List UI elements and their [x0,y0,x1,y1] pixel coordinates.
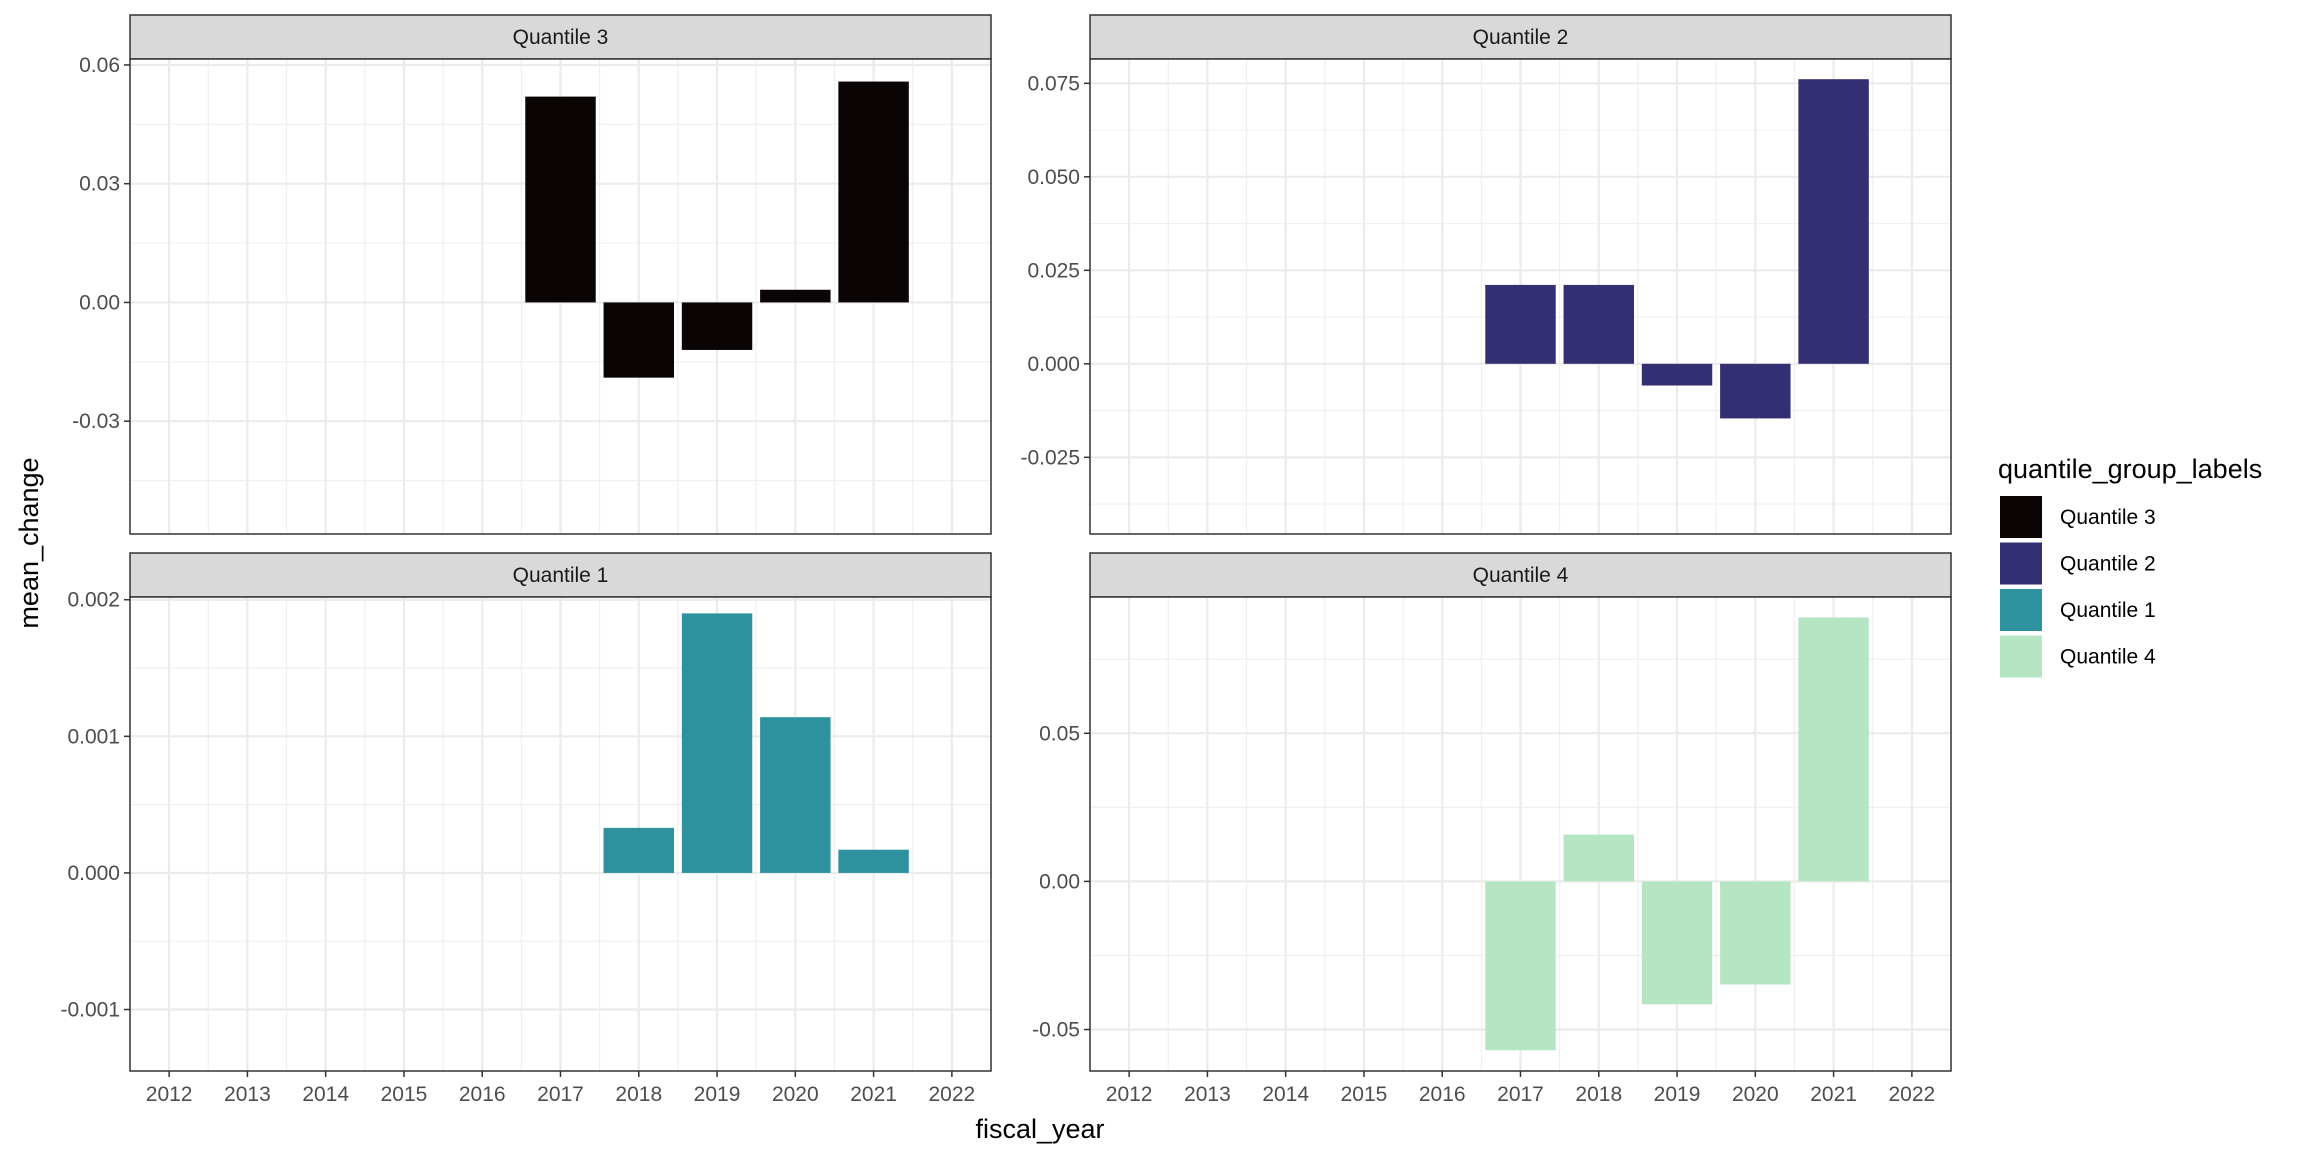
panel-border [1089,58,1952,535]
bar-2021 [838,81,909,303]
x-tick-label: 2018 [1575,1083,1622,1106]
y-tick-label: -0.03 [72,410,120,433]
bar-2021 [1798,79,1869,364]
facet-panel-1: Quantile 3 -0.03 0.00 0.03 0.06 [72,14,992,535]
x-tick-label: 2018 [615,1083,662,1106]
bar-2021 [1798,617,1869,882]
legend-title: quantile_group_labels [1998,454,2262,484]
x-tick-label: 2013 [1184,1083,1231,1106]
x-tick-label: 2019 [1654,1083,1701,1106]
y-tick-label: 0.000 [1027,353,1080,376]
bar-2021 [838,849,909,873]
bar-2019 [1641,363,1713,386]
y-tick-label: 0.00 [1039,870,1080,893]
facet-strip [1089,552,1952,598]
facet-panel-2: Quantile 2 -0.025 0.000 0.025 0.050 0.075 [1020,14,1952,535]
bar-2018 [603,302,674,378]
facet-strip-label: Quantile 3 [513,26,609,49]
y-tick-label: 0.05 [1039,722,1080,745]
legend: quantile_group_labels Quantile 3 Quantile … [1998,454,2262,678]
x-tick-label: 2022 [929,1083,976,1106]
y-tick-label: 0.075 [1027,72,1080,95]
bar-2019 [1641,881,1713,1005]
panel-border [129,58,992,535]
facet-panel-4: Quantile 4 -0.05 0.00 0.05 2012 2013 2014 2015 2… [1032,552,1952,1106]
facet-strip [1089,14,1952,60]
legend-key [2000,589,2042,631]
y-tick-label: -0.025 [1020,446,1080,469]
x-tick-label: 2013 [224,1083,271,1106]
bar-2020 [760,289,831,303]
x-tick-label: 2016 [1419,1083,1466,1106]
facet-panel-3: Quantile 1 -0.001 0.000 0.001 0.002 2012 2013 2… [60,552,992,1106]
y-tick-label: 0.000 [67,862,120,885]
legend-key [2000,542,2042,585]
facet-strip [129,14,992,60]
y-tick-label: 0.03 [79,173,120,196]
x-tick-label: 2012 [1106,1083,1153,1106]
y-tick-label: 0.050 [1027,166,1080,189]
legend-label: Quantile 4 [2060,646,2156,669]
y-tick-label: 0.025 [1027,259,1080,282]
bar-2018 [1563,284,1634,364]
y-tick-label: -0.05 [1032,1019,1080,1042]
x-tick-label: 2021 [1810,1083,1857,1106]
bar-2020 [1720,881,1791,985]
x-axis-title: fiscal_year [975,1114,1104,1144]
y-tick-label: 0.001 [67,725,120,748]
bar-2019 [681,613,753,873]
legend-label: Quantile 2 [2060,553,2156,576]
bar-2017 [1485,284,1556,364]
bar-2020 [1720,363,1791,419]
x-tick-label: 2012 [146,1083,193,1106]
facet-strip [129,552,992,598]
x-tick-label: 2015 [381,1083,428,1106]
bar-2020 [760,717,831,873]
bar-2017 [1485,881,1556,1051]
y-tick-label: 0.002 [67,589,120,612]
x-tick-label: 2016 [459,1083,506,1106]
legend-key [2000,635,2042,678]
x-tick-label: 2015 [1341,1083,1388,1106]
legend-label: Quantile 1 [2060,599,2156,622]
bar-2018 [1563,834,1634,882]
y-tick-label: 0.06 [79,54,120,77]
bar-2018 [603,827,674,873]
legend-key [2000,496,2042,538]
facet-strip-label: Quantile 2 [1473,26,1569,49]
y-tick-label: 0.00 [79,291,120,314]
y-tick-label: -0.001 [60,999,120,1022]
x-tick-label: 2017 [1497,1083,1544,1106]
bar-2019 [681,302,753,350]
x-tick-label: 2017 [537,1083,584,1106]
x-tick-label: 2021 [850,1083,897,1106]
facet-strip-label: Quantile 4 [1473,564,1569,587]
y-axis-title: mean_change [14,457,44,628]
x-tick-label: 2022 [1889,1083,1936,1106]
x-tick-label: 2020 [772,1083,819,1106]
x-tick-label: 2014 [302,1083,349,1106]
x-tick-label: 2020 [1732,1083,1779,1106]
facet-strip-label: Quantile 1 [513,564,609,587]
legend-label: Quantile 3 [2060,506,2156,529]
x-tick-label: 2014 [1262,1083,1309,1106]
bar-2017 [525,96,596,303]
x-tick-label: 2019 [694,1083,741,1106]
